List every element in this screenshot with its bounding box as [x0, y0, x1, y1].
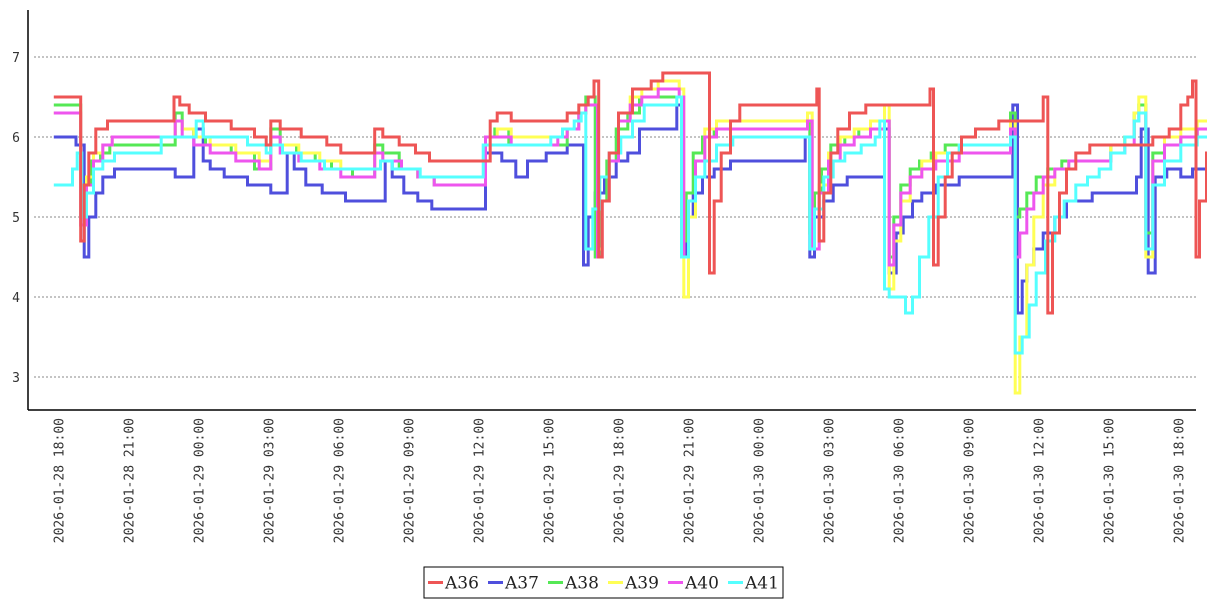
x-tick-label: 2026-01-30 09:00	[963, 418, 978, 543]
y-tick-label: 6	[12, 131, 20, 146]
legend-box	[423, 566, 784, 599]
legend-label-a41: A41	[744, 574, 779, 594]
x-tick-label: 2026-01-30 00:00	[753, 418, 768, 543]
legend-label-a36: A36	[444, 574, 479, 594]
series-lines	[53, 71, 1207, 395]
legend-label-a40: A40	[684, 574, 719, 594]
grid	[34, 56, 1196, 378]
x-tick-label: 2026-01-29 09:00	[403, 418, 418, 543]
legend: A36 A37 A38 A39 A40 A41	[423, 566, 784, 599]
y-tick-label: 5	[12, 211, 20, 226]
series-line-a39	[53, 79, 1207, 395]
axes: 3 4 5 6 7 2026-01-28 18:00 2026-01-28 21:00 202…	[12, 10, 1196, 543]
legend-label-a39: A39	[624, 574, 659, 594]
x-tick-label: 2026-01-29 00:00	[193, 418, 208, 543]
legend-label-a37: A37	[504, 574, 539, 594]
x-tick-label: 2026-01-30 03:00	[823, 418, 838, 543]
x-tick-label: 2026-01-29 15:00	[543, 418, 558, 543]
series-line-a36	[53, 71, 1207, 315]
x-tick-label: 2026-01-29 06:00	[333, 418, 348, 543]
x-tick-label: 2026-01-30 18:00	[1173, 418, 1188, 543]
x-tick-label: 2026-01-29 21:00	[683, 418, 698, 543]
legend-label-a38: A38	[564, 574, 599, 594]
x-tick-label: 2026-01-30 06:00	[893, 418, 908, 543]
x-tick-label: 2026-01-29 18:00	[613, 418, 628, 543]
x-tick-label: 2026-01-29 12:00	[473, 418, 488, 543]
x-tick-label: 2026-01-29 03:00	[263, 418, 278, 543]
x-tick-label: 2026-01-30 15:00	[1103, 418, 1118, 543]
x-tick-label: 2026-01-28 18:00	[53, 418, 68, 543]
y-tick-label: 4	[12, 291, 20, 306]
x-tick-label: 2026-01-28 21:00	[123, 418, 138, 543]
x-tick-label: 2026-01-30 12:00	[1033, 418, 1048, 543]
y-tick-label: 7	[12, 51, 20, 66]
y-tick-label: 3	[12, 371, 20, 386]
